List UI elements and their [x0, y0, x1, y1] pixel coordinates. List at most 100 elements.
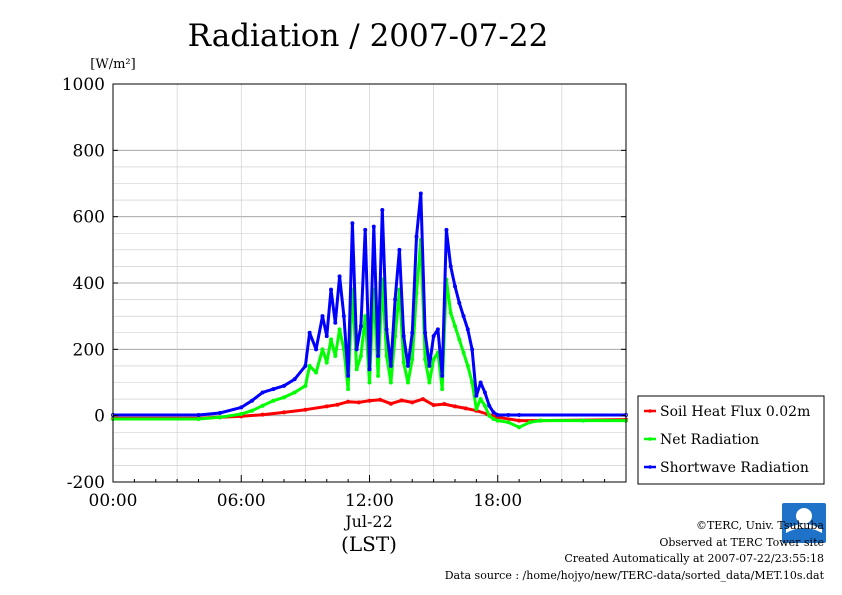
data-point: [517, 425, 522, 430]
data-point: [388, 380, 393, 385]
data-point: [363, 227, 368, 232]
data-point: [249, 398, 254, 403]
data-point: [431, 403, 436, 408]
data-point: [478, 380, 483, 385]
data-point: [517, 413, 522, 418]
data-point: [452, 324, 457, 329]
x-tick-label: 00:00: [89, 491, 138, 511]
legend-marker: [648, 409, 652, 413]
data-point: [260, 403, 265, 408]
data-point: [249, 408, 254, 413]
data-point: [427, 363, 432, 368]
data-point: [401, 360, 406, 365]
terc-logo-icon: [782, 503, 826, 543]
data-point: [260, 390, 265, 395]
data-point: [333, 353, 338, 358]
observed-text: Observed at TERC Tower site: [659, 535, 824, 549]
data-point: [281, 395, 286, 400]
data-point: [435, 327, 440, 332]
copyright-text: ©TERC, Univ. Tsukuba: [695, 519, 824, 532]
data-point: [333, 320, 338, 325]
data-point: [196, 413, 201, 418]
data-point: [239, 405, 244, 410]
data-point: [482, 403, 487, 408]
legend-label: Net Radiation: [660, 432, 759, 448]
data-point: [388, 363, 393, 368]
data-point: [581, 418, 586, 423]
data-point: [358, 353, 363, 358]
credits-block: ©TERC, Univ. Tsukuba Observed at TERC To…: [445, 518, 824, 584]
data-point: [487, 413, 492, 418]
data-point: [329, 287, 334, 292]
data-point: [420, 397, 425, 402]
data-point: [329, 337, 334, 342]
data-point: [303, 363, 308, 368]
chart-grid: [113, 84, 626, 482]
data-point: [393, 297, 398, 302]
data-point: [418, 191, 423, 196]
data-point: [465, 363, 470, 368]
data-point: [410, 330, 415, 335]
data-point: [217, 415, 222, 420]
data-point: [384, 353, 389, 358]
data-point: [367, 367, 372, 372]
data-point: [196, 416, 201, 421]
series-line-0: [113, 397, 627, 423]
y-tick-label: 0: [94, 407, 105, 427]
data-point: [405, 380, 410, 385]
data-point: [260, 412, 265, 417]
data-point: [440, 387, 445, 392]
data-point: [350, 221, 355, 226]
x-date-label: Jul-22: [343, 512, 393, 531]
data-point: [452, 404, 457, 409]
data-point: [281, 410, 286, 415]
data-point: [527, 420, 532, 425]
data-point: [367, 380, 372, 385]
data-point: [465, 327, 470, 332]
x-tick-label: 18:00: [473, 491, 522, 511]
data-point: [356, 400, 361, 405]
data-point: [303, 383, 308, 388]
data-point: [239, 412, 244, 417]
data-point: [337, 274, 342, 279]
data-point: [337, 327, 342, 332]
data-point: [495, 413, 500, 418]
data-point: [461, 314, 466, 319]
data-point: [324, 360, 329, 365]
data-point: [431, 357, 436, 362]
data-point: [354, 367, 359, 372]
data-point: [474, 393, 479, 398]
data-point: [452, 284, 457, 289]
data-point: [431, 334, 436, 339]
data-point: [303, 407, 308, 412]
data-point: [271, 398, 276, 403]
data-point: [491, 410, 496, 415]
y-tick-label: 600: [73, 208, 105, 228]
data-point: [320, 314, 325, 319]
data-point: [478, 397, 483, 402]
data-point: [410, 357, 415, 362]
x-axis-label: (LST): [341, 532, 397, 556]
data-point: [320, 347, 325, 352]
legend: Soil Heat Flux 0.02m Net Radiation Shortwa…: [637, 395, 825, 485]
data-point: [292, 390, 297, 395]
data-point: [442, 402, 447, 407]
data-point: [324, 334, 329, 339]
data-point: [495, 418, 500, 423]
data-point: [538, 418, 543, 423]
y-axis-ticks: -200 0 200 400 600 800 1000: [62, 75, 626, 493]
data-point: [410, 400, 415, 405]
data-point: [367, 398, 372, 403]
data-point: [474, 407, 479, 412]
data-point: [440, 373, 445, 378]
data-point: [457, 300, 462, 305]
series-line-2: [113, 191, 626, 417]
source-text: Data source : /home/hojyo/new/TERC-data/…: [444, 568, 824, 582]
x-tick-label: 12:00: [345, 491, 394, 511]
data-point: [491, 416, 496, 421]
chart-title: Radiation / 2007-07-22: [188, 18, 549, 54]
y-axis-label: [W/m²]: [90, 57, 135, 72]
data-point: [371, 224, 376, 229]
data-point: [378, 397, 383, 402]
